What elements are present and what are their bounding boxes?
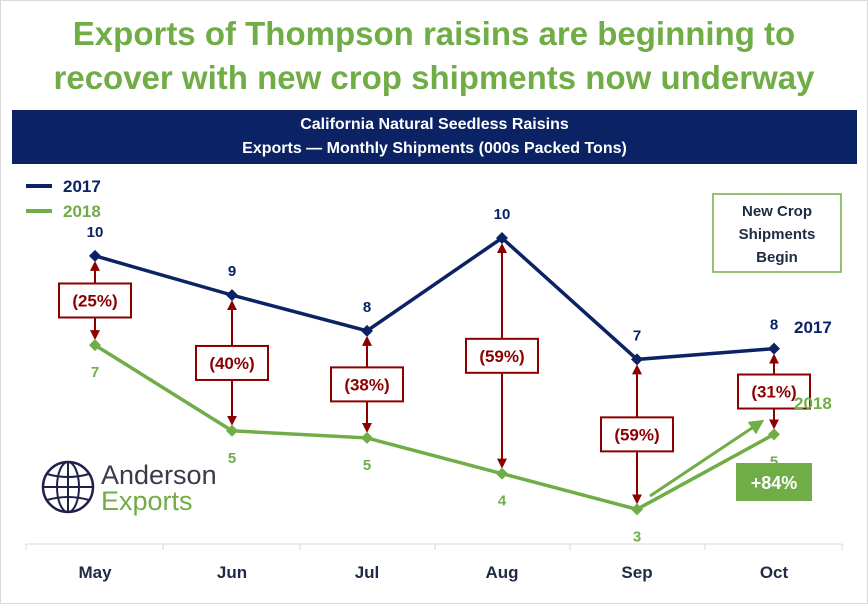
data-label-2018-sep: 3 (633, 528, 641, 545)
point-2018-may (89, 339, 101, 352)
data-label-2018-aug: 4 (498, 493, 507, 510)
data-label-2017-may: 10 (87, 224, 104, 241)
data-labels-2018: 7 5 5 4 3 5 (91, 364, 778, 545)
x-axis-labels: May Jun Jul Aug Sep Oct (78, 563, 788, 582)
globe-icon (41, 460, 95, 514)
annotation-line-2: Shipments (739, 226, 816, 243)
logo-line-1: Anderson (101, 460, 217, 490)
end-label-2017: 2017 (794, 318, 832, 337)
x-axis-label-jul: Jul (355, 563, 380, 582)
point-2017-may (89, 249, 101, 262)
point-2017-aug (496, 232, 508, 245)
end-label-2018: 2018 (794, 394, 832, 413)
x-axis-label-aug: Aug (485, 563, 518, 582)
data-label-2017-oct: 8 (770, 317, 778, 334)
anderson-exports-logo: Anderson Exports (41, 460, 217, 516)
annotation-box: New Crop Shipments Begin (712, 193, 842, 273)
change-box-sep (600, 416, 674, 453)
point-2018-oct (768, 428, 780, 441)
series-line-2018 (94, 343, 775, 512)
point-2017-oct (768, 342, 780, 355)
legend: 2017 2018 (26, 177, 101, 221)
point-2017-jun (226, 289, 238, 302)
data-label-2017-aug: 10 (494, 206, 511, 223)
data-label-2017-jul: 8 (363, 299, 371, 316)
change-box-oct (737, 373, 811, 410)
change-label-may: (25%) (72, 291, 117, 310)
data-label-2018-jun: 5 (228, 450, 236, 467)
point-2018-sep (631, 503, 643, 516)
series-line-2017 (94, 235, 775, 362)
x-axis-label-oct: Oct (760, 563, 789, 582)
x-axis-label-sep: Sep (621, 563, 652, 582)
change-label-jun: (40%) (209, 354, 254, 373)
logo-line-2: Exports (101, 486, 193, 516)
chart-subtitle: Exports — Monthly Shipments (000s Packed… (242, 140, 627, 157)
growth-arrow (649, 419, 765, 498)
growth-badge-text: +84% (751, 473, 798, 493)
data-label-2017-sep: 7 (633, 327, 641, 344)
headline-line-1: Exports of Thompson raisins are beginnin… (72, 15, 796, 52)
data-label-2017-jun: 9 (228, 263, 236, 280)
annotation-line-1: New Crop (742, 203, 812, 220)
point-2018-jun (226, 424, 238, 437)
change-box-jul (330, 366, 404, 403)
change-annotations: (25%) (40%) (38%) (59%) (59%) (31%) (58, 243, 811, 505)
point-2017-jul (361, 324, 373, 337)
x-axis-label-jun: Jun (217, 563, 247, 582)
series-points-2018 (89, 339, 780, 516)
series-points-2017 (89, 232, 780, 366)
x-axis-label-may: May (78, 563, 112, 582)
data-label-2018-jul: 5 (363, 457, 371, 474)
legend-label-2018: 2018 (63, 202, 101, 221)
change-label-sep: (59%) (614, 425, 659, 444)
chart-title: California Natural Seedless Raisins (300, 116, 569, 133)
headline: Exports of Thompson raisins are beginnin… (0, 12, 868, 100)
data-label-2018-oct: 5 (770, 453, 778, 470)
annotation-line-3: Begin (756, 249, 798, 266)
point-2018-aug (496, 467, 508, 480)
growth-badge: +84% (736, 463, 812, 501)
point-2018-jul (361, 431, 373, 444)
point-2017-sep (631, 353, 643, 366)
change-label-oct: (31%) (751, 383, 796, 402)
change-label-jul: (38%) (344, 375, 389, 394)
chart-title-banner: California Natural Seedless Raisins Expo… (12, 110, 857, 164)
x-axis-ticks (25, 544, 843, 550)
data-label-2018-may: 7 (91, 364, 99, 381)
headline-line-2: recover with new crop shipments now unde… (53, 59, 815, 96)
change-box-aug (465, 337, 539, 374)
change-box-may (58, 282, 132, 319)
legend-label-2017: 2017 (63, 177, 101, 196)
data-labels-2017: 10 9 8 10 7 8 (87, 206, 779, 344)
change-box-jun (195, 344, 269, 381)
change-label-aug: (59%) (479, 347, 524, 366)
